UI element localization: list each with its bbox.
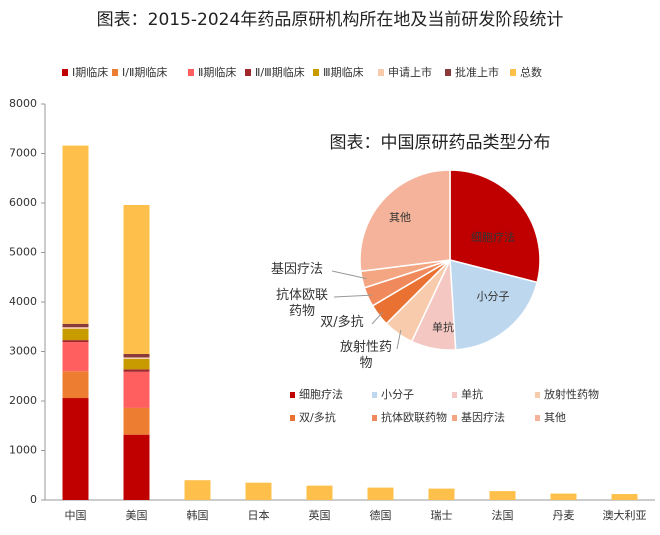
y-tick-label: 8000	[9, 97, 37, 110]
y-tick-label: 6000	[9, 196, 37, 209]
pie-label: 抗体欧联药物	[275, 288, 328, 319]
bar-segment	[489, 491, 516, 500]
legend-marker	[62, 69, 68, 76]
bar-segment	[123, 407, 150, 435]
x-tick-label: 美国	[126, 509, 148, 522]
legend-label: 双/多抗	[299, 410, 336, 424]
leader-line	[333, 294, 373, 298]
bar-segment	[123, 357, 150, 359]
bar-segment	[123, 358, 150, 370]
legend-label: Ⅱ期临床	[198, 65, 236, 79]
x-tick-label: 英国	[309, 508, 331, 522]
pie-label: 单抗	[432, 320, 454, 334]
pie-label: 基因疗法	[270, 262, 323, 277]
y-tick-label: 3000	[9, 345, 37, 358]
x-tick-label: 丹麦	[553, 509, 575, 522]
chart-title: 图表：2015-2024年药品原研机构所在地及当前研发阶段统计	[97, 10, 564, 30]
x-tick-label: 瑞士	[431, 508, 453, 522]
bar-segment	[62, 327, 89, 329]
legend-marker	[452, 415, 457, 421]
legend-marker	[245, 69, 251, 76]
bar-segment	[428, 488, 455, 500]
bar-segment	[184, 480, 211, 500]
bar-segment	[123, 353, 150, 358]
legend-label: Ⅲ期临床	[323, 65, 364, 79]
pie-slice	[449, 169, 541, 284]
pie-slice	[449, 259, 539, 351]
legend-marker	[372, 415, 377, 421]
legend-marker	[535, 415, 540, 421]
legend-label: 总数	[520, 65, 542, 79]
legend-label: 申请上市	[388, 65, 432, 79]
pie-label: 其他	[389, 211, 411, 224]
pie-slice	[359, 169, 451, 273]
bar-segment	[62, 328, 89, 341]
legend-label: 单抗	[461, 387, 483, 401]
bar-segment	[62, 145, 89, 324]
legend-marker	[378, 69, 384, 76]
legend-label: 基因疗法	[461, 410, 505, 424]
leader-line	[396, 329, 402, 350]
bar-segment	[611, 494, 638, 500]
pie-title: 图表：中国原研药品类型分布	[330, 133, 551, 153]
legend-label: 小分子	[381, 388, 414, 401]
bar-segment	[62, 340, 89, 343]
legend-marker	[188, 69, 194, 76]
x-tick-label: 日本	[248, 508, 270, 522]
bar-segment	[123, 371, 150, 408]
legend-marker	[510, 69, 516, 76]
x-tick-label: 德国	[370, 508, 392, 522]
legend-marker	[452, 392, 457, 398]
bar-segment	[123, 434, 150, 500]
bar-segment	[306, 485, 333, 500]
legend-label: 其他	[544, 411, 566, 424]
y-tick-label: 4000	[9, 295, 37, 308]
x-tick-label: 韩国	[187, 508, 209, 522]
bar-segment	[123, 369, 150, 372]
legend-label: Ⅰ期临床	[72, 65, 108, 79]
y-tick-label: 0	[30, 493, 37, 506]
y-tick-label: 7000	[9, 147, 37, 160]
legend-label: Ⅱ/Ⅲ期临床	[255, 65, 305, 79]
legend-marker	[372, 392, 377, 398]
legend-label: 放射性药物	[544, 387, 599, 401]
y-tick-label: 1000	[9, 444, 37, 457]
pie-label: 小分子	[477, 290, 510, 303]
x-tick-label: 澳大利亚	[603, 508, 647, 522]
legend-label: Ⅰ/Ⅱ期临床	[122, 65, 167, 79]
legend-marker	[535, 392, 540, 398]
legend-label: 批准上市	[455, 65, 499, 79]
legend-label: 细胞疗法	[299, 387, 343, 401]
bar-segment	[62, 398, 89, 500]
bar-segment	[62, 323, 89, 328]
y-tick-label: 5000	[9, 246, 37, 259]
bar-segment	[62, 371, 89, 399]
legend-marker	[112, 69, 118, 76]
bar-segment	[245, 482, 272, 500]
x-tick-label: 中国	[65, 509, 87, 522]
bar-segment	[62, 342, 89, 372]
x-tick-label: 法国	[492, 508, 514, 522]
y-tick-label: 2000	[9, 394, 37, 407]
legend-marker	[445, 69, 451, 76]
legend-marker	[313, 69, 319, 76]
leader-line	[331, 270, 367, 280]
legend-marker	[290, 392, 295, 398]
bar-segment	[367, 487, 394, 500]
legend-label: 抗体欧联药物	[381, 410, 447, 424]
legend-marker	[290, 415, 295, 421]
pie-label: 双/多抗	[320, 315, 364, 330]
pie-label: 放射性药物	[339, 340, 392, 371]
bar-segment	[123, 204, 150, 354]
leader-line	[371, 312, 383, 325]
bar-segment	[550, 493, 577, 500]
pie-label: 细胞疗法	[471, 230, 515, 244]
